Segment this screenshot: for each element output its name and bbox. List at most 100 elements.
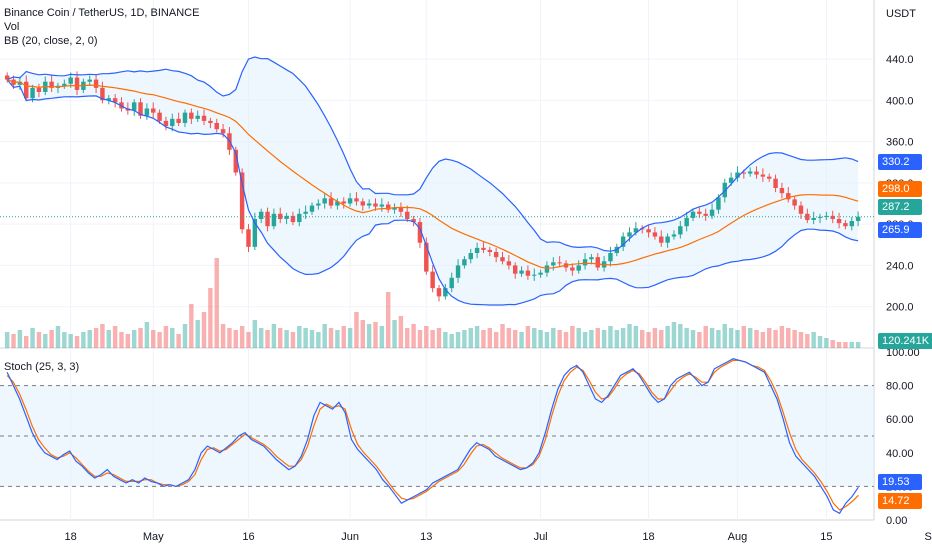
volume-bar [170,328,175,348]
volume-bar [424,326,429,348]
volume-bar [144,322,150,348]
volume-bar [265,330,270,348]
candle-body [233,149,239,173]
candle-body [424,242,429,272]
symbol-title[interactable]: Binance Coin / TetherUS, 1D, BINANCE [4,7,200,19]
time-tick-label: 18 [65,531,77,543]
candle-body [646,229,651,233]
volume-bar [620,328,626,348]
candle-body [652,232,658,237]
volume-bar [443,332,448,348]
volume-bar [151,330,156,348]
volume-bar [843,342,848,348]
volume-bar [100,324,105,348]
candle-body [741,172,747,174]
time-tick-label: Sep [925,531,932,543]
candle-body [849,221,854,227]
volume-bar [811,332,816,348]
candle-body [265,211,270,227]
candle-body [506,261,512,266]
candle-body [195,115,200,119]
volume-bar [81,332,86,348]
volume-bar [589,330,594,348]
volume-bar [106,330,112,348]
volume-bar [722,324,727,348]
volume-legend[interactable]: Vol [4,21,20,33]
volume-bar [271,324,277,348]
bollinger-fill [7,57,859,305]
volume-bar [316,332,321,348]
stoch-pane [0,358,874,515]
bb-lower-line [6,79,859,306]
candle-body [258,211,264,219]
volume-bar [614,330,620,348]
candle-body [728,177,734,183]
volume-bar [354,312,359,348]
volume-bar [582,332,588,348]
volume-bar [830,340,835,348]
volume-bar [639,330,645,348]
stoch-legend[interactable]: Stoch (25, 3, 3) [4,361,80,373]
candle-body [271,213,277,227]
bollinger-band-area [7,57,859,305]
stoch-d-tag: 14.72 [878,493,922,509]
candle-body [684,217,689,227]
candle-body [462,259,467,266]
time-tick-label: Jun [341,531,359,543]
volume-bar [227,328,232,348]
volume-bar [11,334,16,348]
volume-bar [278,328,283,348]
volume-bar [163,326,169,348]
candle-body [284,215,289,219]
volume-bar [754,330,759,348]
candle-body [455,265,461,278]
candle-body [544,265,550,273]
candle-body [68,77,73,84]
candle-body [627,232,632,237]
volume-bar [608,326,613,348]
volume-bar [246,332,251,348]
candle-body [779,188,785,194]
volume-bar [392,320,397,348]
candle-body [570,267,575,271]
candle-body [754,171,759,175]
stoch-tick-label: 0.00 [886,515,907,527]
candle-body [786,193,791,200]
candle-body [703,213,708,216]
candle-body [138,102,143,116]
volume-bar [735,330,740,348]
volume-bar [798,332,804,348]
volume-bar [284,330,289,348]
volume-bar [239,326,245,348]
candle-body [316,203,321,206]
volume-bar [633,326,639,348]
volume-bar [208,288,213,348]
candle-body [4,75,10,80]
bb-lower-tag: 265.9 [878,222,922,238]
candle-body [360,201,366,206]
candle-body [398,207,404,212]
candle-body [366,203,372,206]
volume-bar [411,324,416,348]
bb-legend[interactable]: BB (20, close, 2, 0) [4,35,98,47]
candle-body [62,83,67,86]
stoch-k-line [6,358,859,515]
candle-body [474,247,480,254]
volume-bar [512,330,518,348]
candle-body [93,79,99,88]
volume-bar [595,328,600,348]
candle-body [633,228,639,233]
candle-body [36,87,42,92]
volume-bar [601,330,607,348]
volume-bar [87,330,92,348]
volume-bar [716,330,721,348]
volume-bar [652,328,658,348]
volume-bar [474,326,480,348]
volume-bar [678,324,683,348]
candle-body [144,108,150,116]
candle-body [824,215,829,217]
candle-body [735,172,740,178]
volume-bar [824,338,829,348]
candle-body [405,211,410,219]
candle-body [379,204,385,207]
